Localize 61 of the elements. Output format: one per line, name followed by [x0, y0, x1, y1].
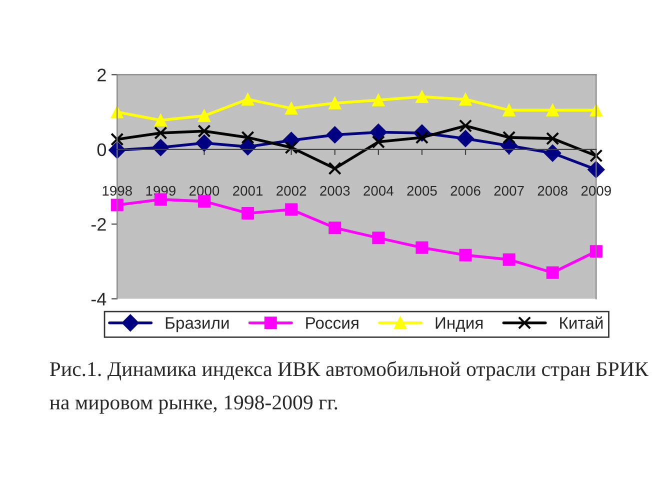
y-tick-label: -4 [91, 292, 106, 306]
y-tick-label: 2 [98, 68, 106, 82]
legend-label: Китай [560, 316, 603, 329]
point [152, 138, 170, 156]
point [370, 124, 387, 141]
point [241, 130, 254, 144]
point [459, 248, 472, 262]
point [285, 102, 298, 115]
point [502, 130, 516, 144]
point [242, 93, 254, 106]
x-tick-label: 2005 [407, 186, 437, 196]
x-tick-label: 2003 [320, 186, 350, 196]
x-tick-label: 2004 [364, 186, 394, 196]
point [372, 232, 385, 244]
point [590, 245, 602, 258]
point [372, 135, 386, 149]
point [326, 126, 344, 144]
point [242, 207, 254, 220]
point [328, 162, 342, 176]
point [502, 104, 516, 116]
legend-label: Россия [306, 317, 358, 329]
point [196, 134, 213, 152]
point [546, 266, 559, 279]
point [544, 144, 562, 162]
point [588, 161, 605, 178]
x-tick-label: 2001 [233, 186, 263, 196]
point [458, 119, 472, 132]
point [502, 253, 516, 266]
point [459, 93, 472, 106]
point [285, 203, 298, 216]
point [546, 132, 560, 146]
point [416, 90, 428, 103]
point [108, 142, 126, 159]
text: Рис.1. Динамика индекса ИВК автомобильной отрасли стран БРИК на мировом рынке, 1998-2009 гг. [50, 361, 648, 414]
point [328, 222, 342, 234]
x-tick-label: 2006 [450, 186, 480, 196]
point [198, 124, 211, 138]
point [328, 96, 342, 110]
point [372, 94, 385, 106]
x-tick-label: 2002 [276, 186, 306, 196]
y-tick-label: -2 [91, 218, 106, 231]
legend-label: Бразили [166, 317, 229, 332]
x-tick-label: 2007 [494, 186, 524, 196]
point [154, 114, 167, 127]
point [154, 126, 168, 140]
x-tick-label: 2008 [538, 186, 568, 196]
point [546, 104, 559, 116]
point [456, 130, 474, 148]
point [416, 241, 428, 254]
x-tick-label: 2009 [581, 186, 611, 196]
x-tick-label: 2000 [189, 186, 220, 196]
point [198, 195, 210, 208]
point [110, 106, 124, 118]
point [198, 110, 210, 122]
x-tick-label: 1998 [102, 186, 132, 196]
legend-label: Индия [436, 317, 483, 332]
y-tick-label: 0 [97, 143, 106, 156]
point [284, 140, 298, 154]
point [110, 198, 124, 212]
point [590, 149, 603, 162]
point [110, 132, 124, 146]
